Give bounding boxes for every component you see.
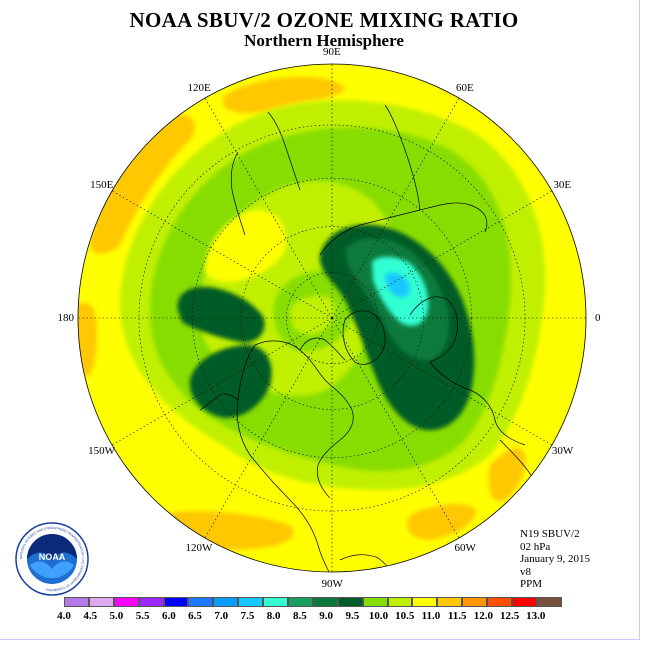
colorbar-tick-label: 6.0 bbox=[161, 610, 176, 622]
colorbar-swatch bbox=[238, 597, 264, 607]
colorbar-swatch bbox=[412, 597, 438, 607]
longitude-label: 60W bbox=[454, 542, 476, 555]
page-subtitle: Northern Hemisphere bbox=[244, 31, 404, 50]
latitude-circle bbox=[240, 226, 424, 410]
date-label: January 9, 2015 bbox=[520, 553, 590, 565]
colorbar-tick-label: 8.5 bbox=[293, 610, 307, 622]
colorbar-swatch bbox=[487, 597, 513, 607]
satellite-label: N19 SBUV/2 bbox=[520, 528, 580, 540]
colorbar-ticks: 4.0 4.5 5.0 5.5 6.0 6.5 7.0 7.5 8.0 8.5 9.0 9.5 10.0… bbox=[57, 610, 584, 624]
colorbar-tick-label: 9.0 bbox=[319, 610, 333, 622]
colorbar-tick-label: 9.5 bbox=[345, 610, 360, 622]
contour-9.5-pole bbox=[290, 295, 335, 335]
colorbar-swatch bbox=[362, 597, 388, 607]
contour-7.0 bbox=[385, 272, 410, 298]
colorbar-tick-label: 8.0 bbox=[266, 610, 281, 622]
longitude-label: 0 bbox=[595, 312, 601, 324]
longitude-label: 90W bbox=[321, 578, 343, 590]
colorbar-swatch bbox=[163, 597, 189, 607]
colorbar-swatch bbox=[437, 597, 463, 607]
colorbar-swatch bbox=[263, 597, 289, 607]
colorbar-tick-label: 6.5 bbox=[188, 610, 202, 622]
colorbar-tick-label: 5.5 bbox=[135, 610, 150, 622]
version-label: v8 bbox=[520, 565, 531, 578]
map-boundary bbox=[77, 63, 587, 573]
longitude-label: 180 bbox=[57, 312, 75, 324]
longitude-label: 90E bbox=[323, 46, 341, 58]
latitude-circle bbox=[138, 124, 526, 512]
colorbar-tick-label: 10.5 bbox=[395, 610, 415, 622]
colorbar-swatch bbox=[64, 597, 89, 607]
colorbar-swatch bbox=[288, 597, 313, 607]
colorbar-tick-label: 11.0 bbox=[421, 610, 441, 622]
frame bbox=[0, 0, 640, 640]
longitude-label: 30E bbox=[553, 179, 572, 191]
colorbar-tick-label: 12.5 bbox=[499, 610, 520, 622]
colorbar-swatch bbox=[337, 597, 363, 607]
latitude-circle bbox=[192, 178, 472, 458]
colorbar-swatch bbox=[88, 597, 114, 607]
page-title: NOAA SBUV/2 OZONE MIXING RATIO bbox=[129, 8, 519, 32]
graticule bbox=[78, 64, 586, 572]
contour-10.5 bbox=[78, 75, 526, 550]
colorbar-swatch bbox=[387, 597, 413, 607]
colorbar-tick-label: 4.5 bbox=[83, 610, 98, 622]
info-block: N19 SBUV/2 02 hPa January 9, 2015 v8 PPM bbox=[520, 528, 590, 591]
longitude-label: 120E bbox=[187, 81, 211, 94]
longitude-label: 150W bbox=[88, 445, 116, 457]
colorbar-swatch bbox=[462, 597, 488, 607]
colorbar-tick-label: 11.5 bbox=[447, 610, 467, 622]
noaa-logo: NOAA NATIONAL OCEANIC AND ATMOSPHERIC AD… bbox=[15, 522, 89, 596]
coastlines bbox=[199, 104, 541, 572]
colorbar-swatch bbox=[213, 597, 239, 607]
colorbar-tick-label: 13.0 bbox=[526, 610, 546, 622]
longitude-label: 30W bbox=[551, 445, 574, 457]
colorbar-tick-label: 12.0 bbox=[473, 610, 493, 622]
longitude-label: 150E bbox=[90, 179, 114, 191]
latitude-circle bbox=[285, 271, 379, 365]
colorbar-tick-label: 10.0 bbox=[368, 610, 389, 622]
colorbar-swatch bbox=[188, 597, 214, 607]
colorbar-swatch bbox=[512, 597, 537, 607]
colorbar-tick-label: 7.0 bbox=[214, 610, 229, 622]
colorbar-tick-label: 7.5 bbox=[240, 610, 255, 622]
longitude-label: 120W bbox=[185, 542, 213, 555]
colorbar bbox=[64, 597, 562, 607]
logo-text: NOAA bbox=[39, 552, 66, 562]
longitude-label: 60E bbox=[456, 81, 474, 94]
colorbar-tick-label: 5.0 bbox=[109, 610, 124, 622]
colorbar-swatch bbox=[312, 597, 338, 607]
colorbar-swatch bbox=[113, 597, 139, 607]
colorbar-tick-label: 4.0 bbox=[57, 610, 71, 622]
pressure-label: 02 hPa bbox=[520, 540, 551, 553]
colorbar-swatch bbox=[138, 597, 164, 607]
units-label: PPM bbox=[520, 578, 543, 590]
colorbar-swatch bbox=[536, 597, 562, 607]
